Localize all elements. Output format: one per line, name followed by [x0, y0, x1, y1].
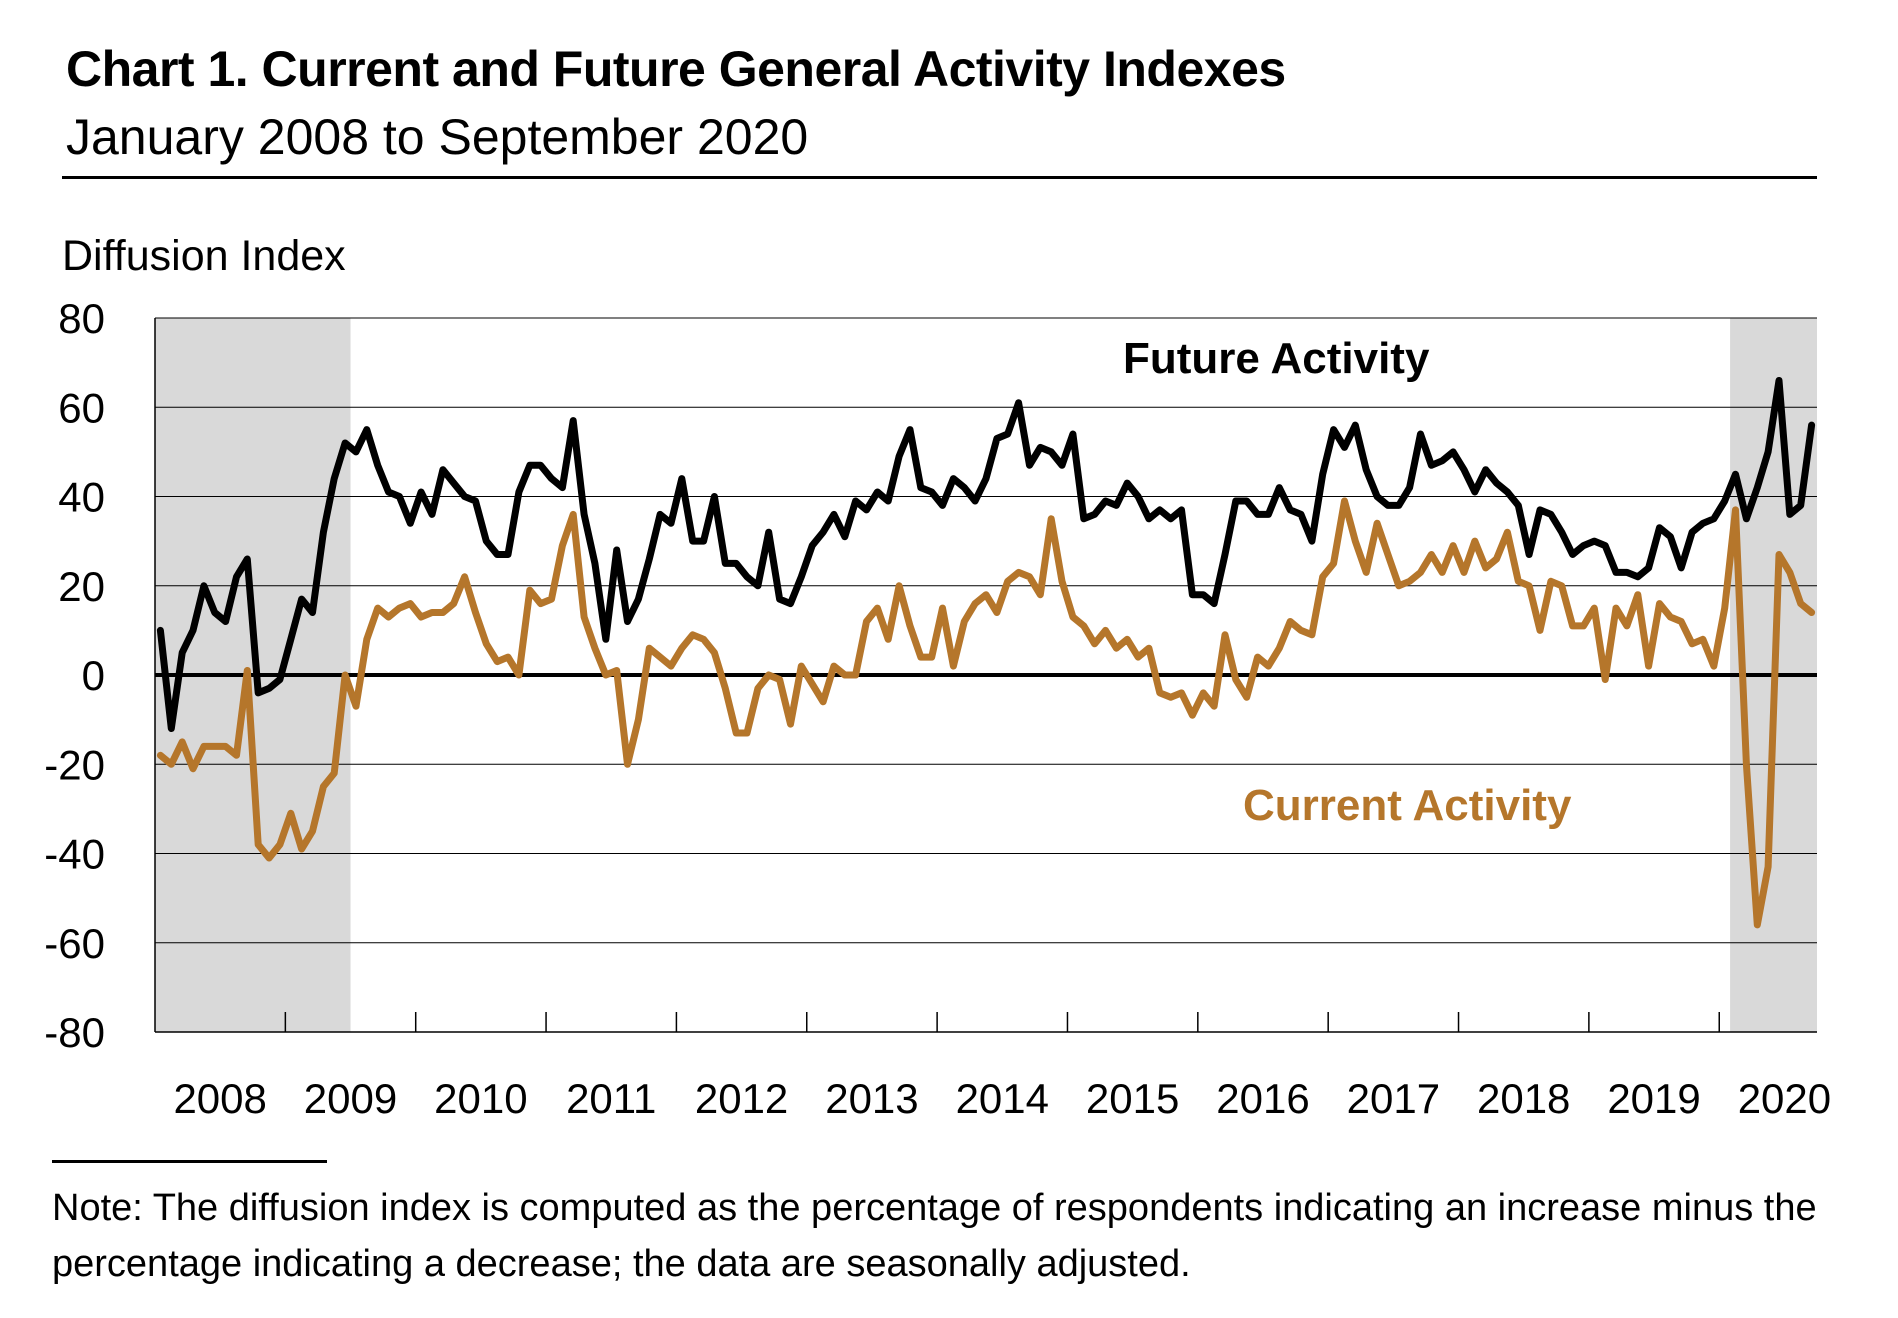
- chart-title: Chart 1. Current and Future General Acti…: [66, 41, 1286, 97]
- y-tick-label: 60: [58, 384, 105, 431]
- gridlines: [155, 317, 1817, 944]
- chart-labels: 80 60 40 20 0 -20 -40 -60 -80 2008 2009 2010 2011 201…: [44, 295, 1831, 1122]
- x-tick-label: 2012: [695, 1075, 788, 1122]
- x-tick-label: 2015: [1086, 1075, 1179, 1122]
- chart-canvas: 80 60 40 20 0 -20 -40 -60 -80 2008 2009 2010 2011 201…: [44, 295, 1831, 1122]
- y-tick-label: 80: [58, 295, 105, 342]
- x-tick-label: 2014: [956, 1075, 1049, 1122]
- x-tick-label: 2008: [173, 1075, 266, 1122]
- y-axis-label: Diffusion Index: [62, 232, 346, 280]
- chart-subtitle: January 2008 to September 2020: [66, 109, 809, 165]
- x-tick-label: 2017: [1347, 1075, 1440, 1122]
- x-tick-label: 2018: [1477, 1075, 1570, 1122]
- current-activity-label: Current Activity: [1243, 781, 1572, 830]
- x-tick-label: 2019: [1607, 1075, 1700, 1122]
- note-divider: [52, 1160, 327, 1163]
- y-tick-label: -40: [44, 831, 105, 878]
- future-activity-line: [156, 377, 1816, 732]
- axes: [154, 318, 1817, 1033]
- y-tick-label: 40: [58, 474, 105, 521]
- x-tick-label: 2016: [1216, 1075, 1309, 1122]
- current-activity-line: [156, 497, 1816, 929]
- y-tick-label: 20: [58, 563, 105, 610]
- future-activity-label: Future Activity: [1123, 334, 1430, 383]
- x-tick-label: 2013: [825, 1075, 918, 1122]
- title-divider: [62, 176, 1817, 179]
- y-tick-label: 0: [82, 652, 105, 699]
- x-tick-label: 2010: [434, 1075, 527, 1122]
- y-tick-label: -20: [44, 741, 105, 788]
- y-tick-label: -60: [44, 920, 105, 967]
- x-tick-label: 2009: [304, 1075, 397, 1122]
- x-tick-label: 2011: [566, 1075, 656, 1122]
- x-tick-label: 2020: [1738, 1075, 1831, 1122]
- y-tick-label: -80: [44, 1009, 105, 1056]
- chart-note: Note: The diffusion index is computed as…: [52, 1187, 1817, 1285]
- series-lines: [156, 377, 1816, 929]
